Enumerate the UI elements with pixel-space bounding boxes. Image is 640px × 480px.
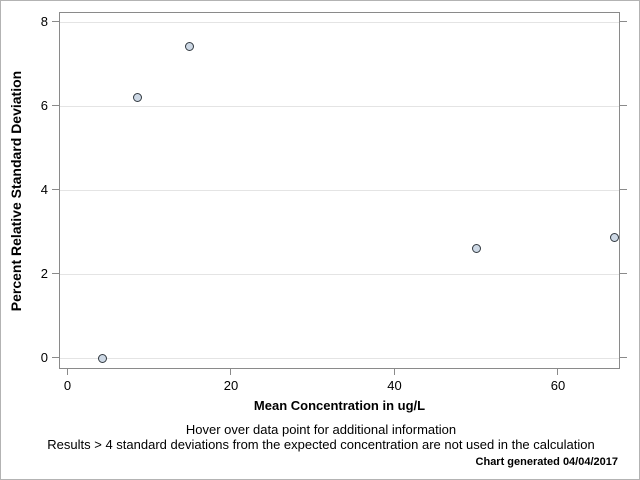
plot-area bbox=[59, 12, 620, 369]
data-point[interactable] bbox=[471, 243, 481, 253]
x-tick bbox=[393, 369, 395, 375]
chart-generated-date: Chart generated 04/04/2017 bbox=[475, 456, 618, 468]
x-tick bbox=[66, 369, 68, 375]
y-tick bbox=[52, 21, 59, 23]
x-axis-title: Mean Concentration in ug/L bbox=[253, 398, 426, 413]
footer-notes: Hover over data point for additional inf… bbox=[1, 422, 639, 452]
x-tick bbox=[557, 369, 559, 375]
data-point[interactable] bbox=[132, 92, 142, 102]
x-tick-label: 0 bbox=[63, 378, 72, 393]
gridline bbox=[60, 22, 619, 24]
y-tick bbox=[52, 189, 59, 191]
y-tick-label: 6 bbox=[40, 98, 48, 114]
y-tick-label: 8 bbox=[40, 14, 48, 30]
y-tick bbox=[620, 357, 627, 359]
y-tick-label: 4 bbox=[40, 182, 48, 198]
x-tick-label: 40 bbox=[387, 378, 402, 393]
y-tick bbox=[52, 357, 59, 359]
data-point[interactable] bbox=[97, 353, 107, 363]
x-tick bbox=[230, 369, 231, 375]
gridline bbox=[60, 106, 619, 108]
y-tick-label: 0 bbox=[40, 350, 48, 366]
gridline bbox=[60, 190, 619, 192]
y-tick-label: 2 bbox=[40, 266, 48, 282]
gridline bbox=[60, 358, 619, 360]
footer-note-hover: Hover over data point for additional inf… bbox=[185, 422, 457, 437]
x-tick-label: 20 bbox=[223, 378, 239, 393]
footer-note-exclusion: Results > 4 standard deviations from the… bbox=[47, 437, 595, 452]
gridline bbox=[60, 274, 619, 276]
y-tick bbox=[620, 273, 627, 275]
data-point[interactable] bbox=[184, 41, 194, 51]
y-tick bbox=[620, 105, 627, 107]
y-tick bbox=[620, 21, 627, 23]
x-tick-label: 60 bbox=[550, 378, 566, 393]
y-tick bbox=[620, 189, 627, 191]
y-tick bbox=[52, 105, 59, 107]
y-tick bbox=[52, 273, 59, 275]
data-point[interactable] bbox=[610, 232, 620, 242]
